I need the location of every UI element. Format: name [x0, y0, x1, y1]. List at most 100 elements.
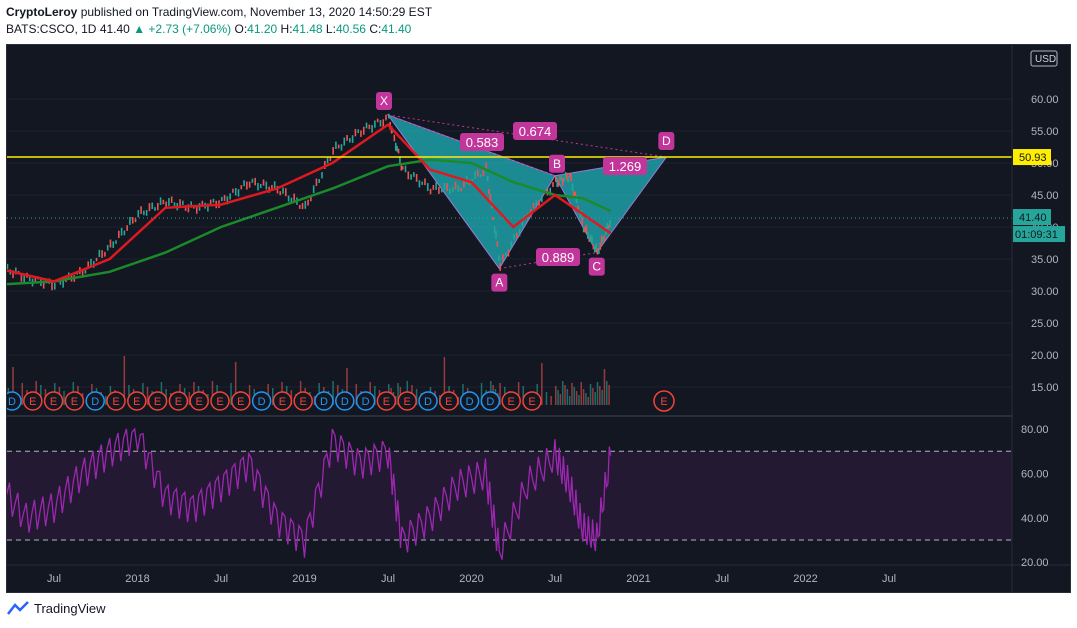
harmonic-point-label: D	[662, 134, 671, 148]
author-name[interactable]: CryptoLeroy	[6, 5, 78, 19]
price-candle	[315, 178, 318, 186]
event-marker-earnings	[522, 391, 542, 411]
price-candle	[592, 244, 595, 250]
event-marker-earnings	[231, 391, 251, 411]
price-candle	[489, 194, 492, 202]
event-marker-label: E	[71, 396, 78, 408]
price-tick-label: 25.00	[1031, 318, 1059, 330]
price-candle	[279, 191, 282, 196]
event-marker-earnings	[376, 391, 397, 411]
price-candle	[454, 181, 457, 190]
rsi-band	[7, 451, 1012, 540]
price-candle	[148, 203, 151, 212]
price-candle	[254, 177, 256, 186]
price-candle	[145, 210, 148, 216]
published-text: published on TradingView.com, November 1…	[80, 5, 433, 19]
price-candle	[168, 197, 170, 206]
price-candle	[495, 230, 497, 239]
price-candle	[265, 181, 268, 190]
volume-bar	[40, 385, 42, 405]
harmonic-point-label: A	[495, 276, 503, 290]
harmonic-ratio-box	[513, 122, 557, 140]
high-label: H:	[280, 22, 293, 36]
price-tick-label: 35.00	[1031, 254, 1059, 266]
price-candle	[596, 248, 599, 255]
event-marker-label: E	[528, 396, 535, 408]
footer-brand-label: TradingView	[34, 600, 106, 616]
event-marker-dividend	[480, 391, 501, 411]
event-marker-label: E	[133, 396, 140, 408]
harmonic-point-b	[549, 154, 565, 173]
countdown-tag	[1013, 226, 1065, 243]
rsi-tick-label: 80.00	[1021, 424, 1049, 436]
price-candle	[573, 191, 575, 197]
price-candle	[23, 274, 25, 283]
volume-bar	[592, 388, 594, 405]
price-candle	[187, 204, 190, 213]
volume-bar	[603, 369, 606, 405]
price-candle	[346, 134, 348, 141]
price-candle	[552, 182, 554, 187]
price-candle	[179, 199, 181, 207]
price-candle	[54, 282, 56, 290]
price-candle	[485, 162, 488, 171]
price-candle	[589, 234, 592, 242]
volume-bar	[608, 385, 610, 405]
currency-badge	[1030, 50, 1058, 67]
price-candle	[282, 187, 284, 194]
price-candle	[273, 181, 276, 189]
price-candle	[581, 217, 584, 225]
last-price-tag-label: 41.40	[1019, 212, 1047, 224]
price-candle	[332, 146, 334, 155]
price-candle	[477, 169, 479, 177]
price-candle	[600, 235, 603, 244]
price-candle	[549, 187, 552, 196]
price-candle	[15, 267, 17, 275]
price-candle	[293, 193, 295, 202]
price-candle	[374, 120, 376, 128]
event-marker-label: E	[508, 396, 515, 408]
event-marker-earnings	[127, 391, 147, 411]
harmonic-point-label: C	[592, 260, 601, 274]
time-tick-label: 2020	[459, 573, 483, 585]
price-candle	[504, 252, 507, 256]
price-candle	[518, 228, 521, 237]
price-candle	[556, 179, 558, 188]
price-candle	[312, 185, 315, 193]
time-axis: Jul 2018 Jul 2019 Jul 2020 Jul 2021 Jul 2022 Jul	[47, 573, 896, 585]
footer-brand[interactable]: TradingView	[6, 600, 106, 616]
volume-bar	[397, 383, 399, 405]
chart-svg[interactable]: Jul 2018 Jul 2019 Jul 2020 Jul 2021 Jul 2022 Jul 1…	[0, 45, 1070, 592]
event-marker-earnings	[397, 391, 417, 411]
volume-bar	[230, 383, 232, 405]
price-candle	[34, 276, 37, 284]
volume-bar	[550, 396, 552, 405]
price-candle	[443, 182, 446, 190]
harmonic-ratio-box	[603, 157, 647, 175]
price-tick-label: 20.00	[1031, 350, 1059, 362]
event-marker-earnings	[189, 391, 209, 411]
symbol-header: BATS:CSCO, 1D 41.40 ▲ +2.73 (+7.06%) O:4…	[6, 21, 411, 38]
price-tick-label: 30.00	[1031, 286, 1059, 298]
time-tick-label: 2018	[125, 573, 149, 585]
volume-bar	[211, 381, 214, 405]
harmonic-ratio-label: 0.889	[542, 250, 575, 265]
price-candle	[567, 176, 570, 183]
rsi-tick-label: 40.00	[1021, 513, 1049, 525]
price-candle	[449, 188, 451, 195]
volume-bar	[63, 391, 65, 405]
price-candle	[159, 197, 162, 205]
price-candle	[426, 183, 429, 192]
last-price: 41.40	[99, 22, 130, 36]
price-candle	[516, 232, 518, 238]
harmonic-point-d	[658, 132, 675, 151]
price-candle	[201, 200, 204, 206]
chart-area[interactable]: Jul 2018 Jul 2019 Jul 2020 Jul 2021 Jul 2022 Jul 1…	[0, 44, 1071, 593]
countdown-tag-label: 01:09:31	[1015, 229, 1058, 241]
price-tags: 50.93 41.40 01:09:31	[1013, 149, 1065, 243]
price-candle	[248, 181, 251, 188]
price-candle	[173, 202, 176, 207]
price-candle	[221, 196, 223, 202]
volume-bar	[564, 385, 566, 405]
